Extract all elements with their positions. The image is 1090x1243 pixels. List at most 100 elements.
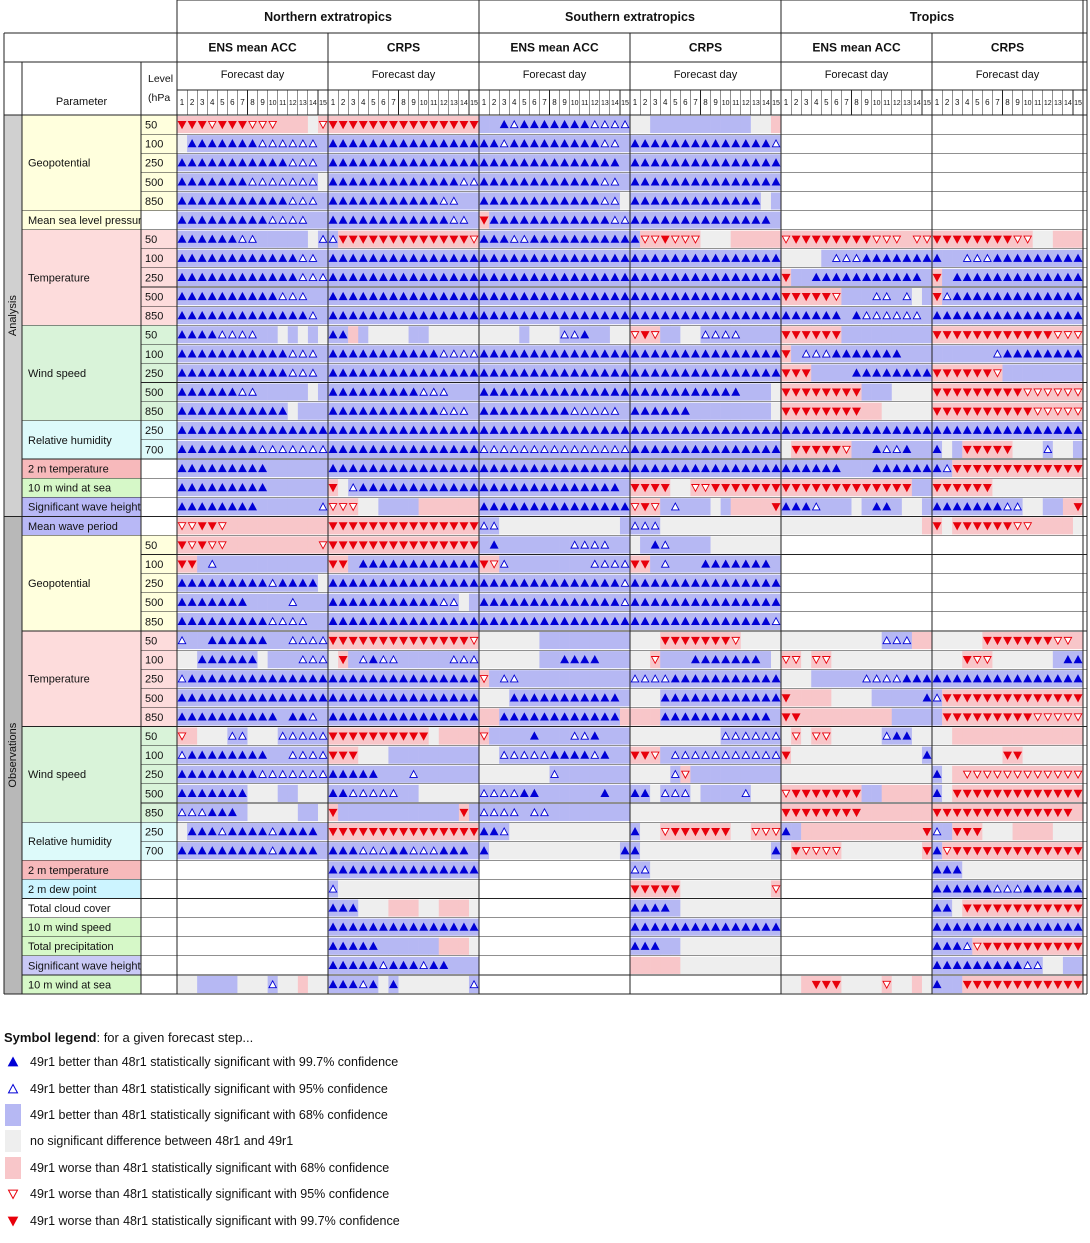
triangle-up-filled-marker [721,215,731,224]
triangle-up-filled-marker [630,234,640,243]
triangle-up-filled-marker [509,272,519,282]
triangle-down-filled-marker [378,120,388,130]
score-cell [831,498,842,516]
level-cell [141,478,177,498]
triangle-up-filled-marker [741,158,751,167]
triangle-up-open-marker [600,177,610,186]
triangle-up-filled-marker [409,272,419,282]
triangle-up-filled-marker [519,139,529,148]
parameter-label: 2 m temperature [28,865,109,877]
triangle-up-filled-marker [177,177,187,186]
triangle-up-filled-marker [570,272,580,282]
triangle-up-filled-marker [1053,291,1063,301]
triangle-up-filled-marker [469,158,479,167]
triangle-up-filled-marker [197,368,207,377]
score-cell [307,555,319,573]
score-cell [811,249,822,267]
triangle-up-filled-marker [258,291,268,301]
score-cell [1072,440,1084,458]
score-cell [881,517,893,535]
triangle-up-filled-marker [429,139,439,148]
score-cell [277,498,289,516]
triangle-up-filled-marker [368,158,378,167]
group-label: Analysis [7,295,19,336]
triangle-up-filled-marker [882,272,892,282]
score-cell [277,708,289,726]
score-cell [690,116,701,134]
triangle-up-filled-marker [489,311,499,320]
score-cell [770,555,782,573]
triangle-up-open-marker [731,330,741,339]
triangle-up-filled-marker [962,272,972,282]
triangle-up-filled-marker [207,349,217,358]
triangle-down-open-marker [1063,331,1073,340]
score-cell [569,517,580,535]
score-cell [921,517,933,535]
triangle-up-open-marker [469,177,479,186]
day-number: 4 [210,98,215,107]
triangle-up-filled-marker [519,119,529,129]
score-cell [851,708,862,726]
triangle-up-filled-marker [449,272,459,282]
triangle-up-open-marker [993,349,1002,358]
score-cell [891,498,903,516]
triangle-up-filled-marker [650,311,660,320]
triangle-up-open-marker [318,272,328,282]
triangle-up-filled-marker [882,253,892,262]
triangle-down-filled-marker [419,235,429,244]
triangle-up-filled-marker [630,215,640,224]
triangle-up-filled-marker [761,272,771,282]
triangle-down-filled-marker [217,120,227,130]
triangle-up-filled-marker [691,196,700,205]
score-cell [1022,498,1033,516]
score-cell [358,746,369,764]
score-cell [871,517,882,535]
triangle-up-filled-marker [227,253,237,262]
triangle-up-filled-marker [399,291,408,301]
score-cell [579,555,591,573]
score-cell [630,116,641,134]
triangle-up-open-marker [771,139,781,148]
triangle-up-filled-marker [489,139,499,148]
triangle-down-filled-marker [821,292,831,302]
triangle-up-filled-marker [1033,291,1043,301]
triangle-up-filled-marker [580,119,590,129]
triangle-up-filled-marker [227,291,237,301]
triangle-up-filled-marker [529,196,539,205]
level-label: 500 [145,387,163,399]
score-cell [539,536,550,554]
triangle-up-filled-marker [721,368,731,377]
score-cell [519,536,530,554]
parameter-label: Significant wave height [28,960,141,972]
triangle-up-filled-marker [439,311,449,320]
triangle-up-filled-marker [580,215,590,224]
triangle-up-filled-marker [560,139,570,148]
triangle-up-filled-marker [187,253,197,262]
score-cell [489,326,500,344]
day-number: 8 [1005,98,1010,107]
score-cell [619,727,631,745]
score-cell [740,383,752,401]
triangle-up-filled-marker [389,158,398,167]
score-cell [911,651,923,669]
triangle-up-filled-marker [892,272,902,282]
triangle-up-filled-marker [610,368,620,377]
triangle-down-filled-marker [801,235,811,244]
level-label: 50 [145,540,157,552]
score-cell [468,192,480,210]
triangle-up-open-marker [801,349,811,358]
triangle-up-filled-marker [217,177,227,186]
level-label: 250 [145,158,163,170]
triangle-up-filled-marker [338,139,348,148]
triangle-up-filled-marker [711,177,721,186]
score-cell [700,116,711,134]
score-cell [921,727,933,745]
triangle-up-filled-marker [217,311,227,320]
day-number: 7 [542,98,547,107]
day-number: 13 [601,100,609,107]
parameter-cell [22,917,141,937]
triangle-up-filled-marker [328,253,338,262]
score-cell [398,746,409,764]
triangle-up-filled-marker [550,234,559,243]
score-cell [901,326,913,344]
